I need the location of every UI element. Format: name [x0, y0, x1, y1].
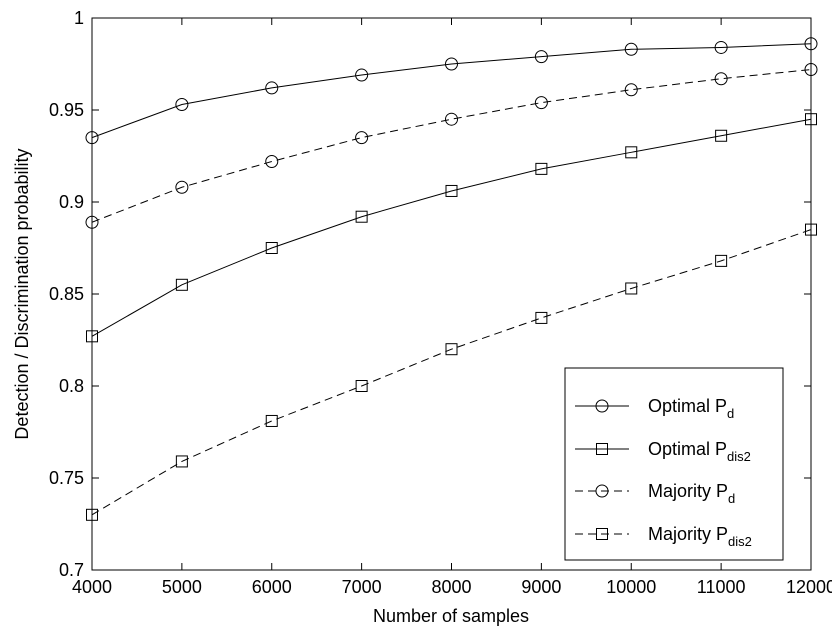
data-point — [445, 112, 458, 126]
x-tick-label: 4000 — [72, 577, 112, 597]
series-4 — [86, 223, 817, 521]
data-point — [805, 223, 817, 236]
series-line — [91, 69, 812, 223]
data-point — [535, 162, 548, 175]
data-point — [714, 40, 728, 54]
legend-marker — [595, 399, 609, 413]
data-point — [534, 50, 548, 64]
data-point — [265, 81, 279, 95]
y-tick-label: 0.9 — [59, 192, 84, 212]
y-tick-label: 0.75 — [49, 468, 84, 488]
y-tick-label: 1 — [74, 8, 84, 28]
x-tick-label: 11000 — [697, 577, 746, 597]
series-line — [91, 118, 812, 337]
series-1 — [85, 37, 818, 145]
legend-marker — [596, 443, 608, 455]
series-line — [91, 229, 812, 516]
data-point — [715, 129, 728, 142]
data-point — [355, 131, 369, 145]
data-point — [265, 414, 278, 427]
x-tick-label: 9000 — [521, 577, 561, 597]
series-2 — [86, 113, 817, 343]
legend-marker — [595, 484, 609, 498]
data-point — [805, 113, 817, 126]
data-point — [265, 155, 279, 169]
data-point — [625, 146, 638, 159]
axis-ticks: 4000 5000 6000 7000 8000 9000 10000 11000 12000 0… — [49, 8, 832, 597]
data-point — [265, 242, 278, 254]
y-tick-label: 0.95 — [49, 100, 84, 120]
y-tick-label: 0.7 — [59, 560, 84, 580]
data-point — [355, 210, 368, 223]
series-line — [91, 43, 812, 139]
series-layer — [85, 37, 818, 521]
x-tick-label: 10000 — [606, 577, 656, 597]
series-3 — [85, 63, 818, 229]
data-point — [715, 254, 728, 267]
data-point — [534, 96, 548, 110]
data-point — [175, 97, 189, 111]
x-tick-label: 12000 — [786, 577, 832, 597]
data-point — [175, 180, 189, 194]
legend-marker — [596, 528, 608, 540]
data-point — [625, 282, 638, 295]
data-point — [85, 215, 99, 229]
data-point — [86, 330, 98, 343]
data-point — [804, 63, 818, 77]
data-point — [175, 455, 188, 468]
x-tick-label: 5000 — [162, 577, 202, 597]
data-point — [535, 311, 548, 324]
x-tick-label: 7000 — [342, 577, 382, 597]
data-point — [445, 184, 458, 197]
y-tick-label: 0.85 — [49, 284, 84, 304]
data-point — [86, 508, 98, 521]
data-point — [355, 380, 368, 392]
data-point — [804, 37, 818, 51]
x-axis-label: Number of samples — [373, 606, 529, 626]
data-point — [445, 57, 458, 71]
data-point — [445, 343, 458, 356]
y-tick-label: 0.8 — [59, 376, 84, 396]
data-point — [85, 131, 99, 145]
data-point — [624, 83, 638, 97]
x-tick-label: 6000 — [252, 577, 292, 597]
data-point — [714, 72, 728, 86]
data-point — [355, 68, 369, 82]
x-tick-label: 8000 — [431, 577, 471, 597]
data-point — [624, 42, 638, 56]
data-point — [175, 278, 188, 291]
y-axis-label: Detection / Discrimination probability — [12, 148, 32, 439]
